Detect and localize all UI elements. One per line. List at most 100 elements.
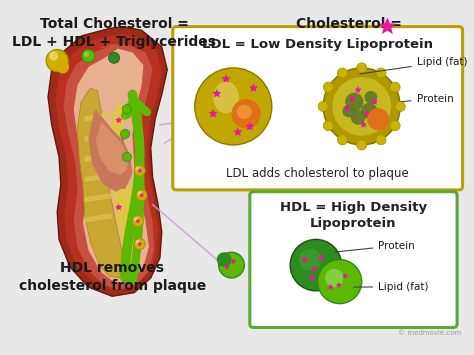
Text: LDL adds cholesterol to plaque: LDL adds cholesterol to plaque <box>226 167 409 180</box>
Polygon shape <box>249 83 258 92</box>
Circle shape <box>49 51 58 61</box>
Circle shape <box>323 121 333 131</box>
Circle shape <box>390 82 400 92</box>
Circle shape <box>356 140 367 150</box>
Polygon shape <box>379 17 396 34</box>
Polygon shape <box>88 109 132 192</box>
Circle shape <box>395 102 405 111</box>
Text: HDL removes
cholesterol from plaque: HDL removes cholesterol from plaque <box>18 261 206 293</box>
Polygon shape <box>116 160 123 167</box>
Polygon shape <box>73 49 149 283</box>
Circle shape <box>134 165 145 176</box>
Polygon shape <box>137 168 142 173</box>
Polygon shape <box>224 264 230 269</box>
Polygon shape <box>301 256 309 263</box>
Circle shape <box>300 248 321 271</box>
Polygon shape <box>344 105 350 111</box>
Circle shape <box>318 102 328 111</box>
Polygon shape <box>109 100 134 248</box>
Circle shape <box>136 190 147 201</box>
Circle shape <box>84 51 89 57</box>
Text: Lipid (fat): Lipid (fat) <box>354 282 428 292</box>
Circle shape <box>231 99 261 129</box>
Circle shape <box>367 108 389 130</box>
Polygon shape <box>96 122 129 175</box>
Circle shape <box>325 269 343 287</box>
Circle shape <box>365 91 377 104</box>
Polygon shape <box>355 86 362 93</box>
Polygon shape <box>48 27 167 296</box>
Circle shape <box>46 50 68 72</box>
Circle shape <box>82 50 95 62</box>
Text: HDL = High Density
Lipoprotein: HDL = High Density Lipoprotein <box>280 201 427 230</box>
Ellipse shape <box>213 81 239 113</box>
Polygon shape <box>308 274 316 281</box>
Circle shape <box>109 52 119 63</box>
Polygon shape <box>342 273 348 279</box>
Text: LDL = Low Density Lipoprotein: LDL = Low Density Lipoprotein <box>202 38 433 51</box>
Circle shape <box>356 63 367 73</box>
Polygon shape <box>336 282 342 288</box>
Circle shape <box>345 93 364 111</box>
Circle shape <box>337 135 347 145</box>
Circle shape <box>237 105 252 119</box>
Polygon shape <box>349 95 356 102</box>
Polygon shape <box>135 218 140 223</box>
Circle shape <box>137 191 142 196</box>
Circle shape <box>122 105 131 114</box>
Circle shape <box>323 68 400 145</box>
Polygon shape <box>115 204 122 210</box>
Polygon shape <box>137 241 142 246</box>
Circle shape <box>342 105 356 118</box>
Circle shape <box>390 121 400 131</box>
Text: Protein: Protein <box>335 241 415 252</box>
Polygon shape <box>364 110 371 117</box>
Polygon shape <box>64 44 155 290</box>
Circle shape <box>136 240 140 245</box>
FancyBboxPatch shape <box>250 192 457 327</box>
Circle shape <box>136 166 140 171</box>
Circle shape <box>134 239 145 250</box>
Polygon shape <box>77 88 123 278</box>
Polygon shape <box>212 89 221 97</box>
Text: Protein: Protein <box>401 94 454 104</box>
Circle shape <box>376 135 386 145</box>
FancyBboxPatch shape <box>173 27 463 190</box>
Circle shape <box>318 260 362 304</box>
Circle shape <box>122 152 131 162</box>
Text: © medmovie.com: © medmovie.com <box>398 330 461 336</box>
Polygon shape <box>246 122 254 130</box>
Circle shape <box>134 217 138 222</box>
Circle shape <box>132 215 144 226</box>
Polygon shape <box>234 127 242 136</box>
Circle shape <box>120 129 130 138</box>
Polygon shape <box>118 137 125 143</box>
Text: Cholesterol =: Cholesterol = <box>296 17 406 32</box>
Circle shape <box>290 239 342 291</box>
Polygon shape <box>360 121 367 128</box>
Polygon shape <box>310 264 318 272</box>
Circle shape <box>219 252 244 278</box>
Circle shape <box>337 68 347 78</box>
Circle shape <box>351 110 365 125</box>
Polygon shape <box>139 193 144 198</box>
Polygon shape <box>222 74 230 83</box>
Circle shape <box>376 68 386 78</box>
Circle shape <box>323 82 333 92</box>
Polygon shape <box>230 258 237 264</box>
Circle shape <box>56 61 69 73</box>
Polygon shape <box>209 109 218 118</box>
FancyArrowPatch shape <box>125 100 147 281</box>
Text: Lipid (fat): Lipid (fat) <box>360 57 467 74</box>
Circle shape <box>332 77 391 136</box>
Polygon shape <box>328 284 334 290</box>
Text: Total Cholesterol =
LDL + HDL + Triglycerides: Total Cholesterol = LDL + HDL + Triglyce… <box>12 17 216 49</box>
Polygon shape <box>115 116 122 123</box>
Polygon shape <box>120 182 127 189</box>
Circle shape <box>195 68 272 145</box>
Circle shape <box>361 103 377 119</box>
Circle shape <box>217 252 231 267</box>
FancyBboxPatch shape <box>31 15 466 340</box>
Polygon shape <box>371 98 378 105</box>
Polygon shape <box>55 33 162 291</box>
